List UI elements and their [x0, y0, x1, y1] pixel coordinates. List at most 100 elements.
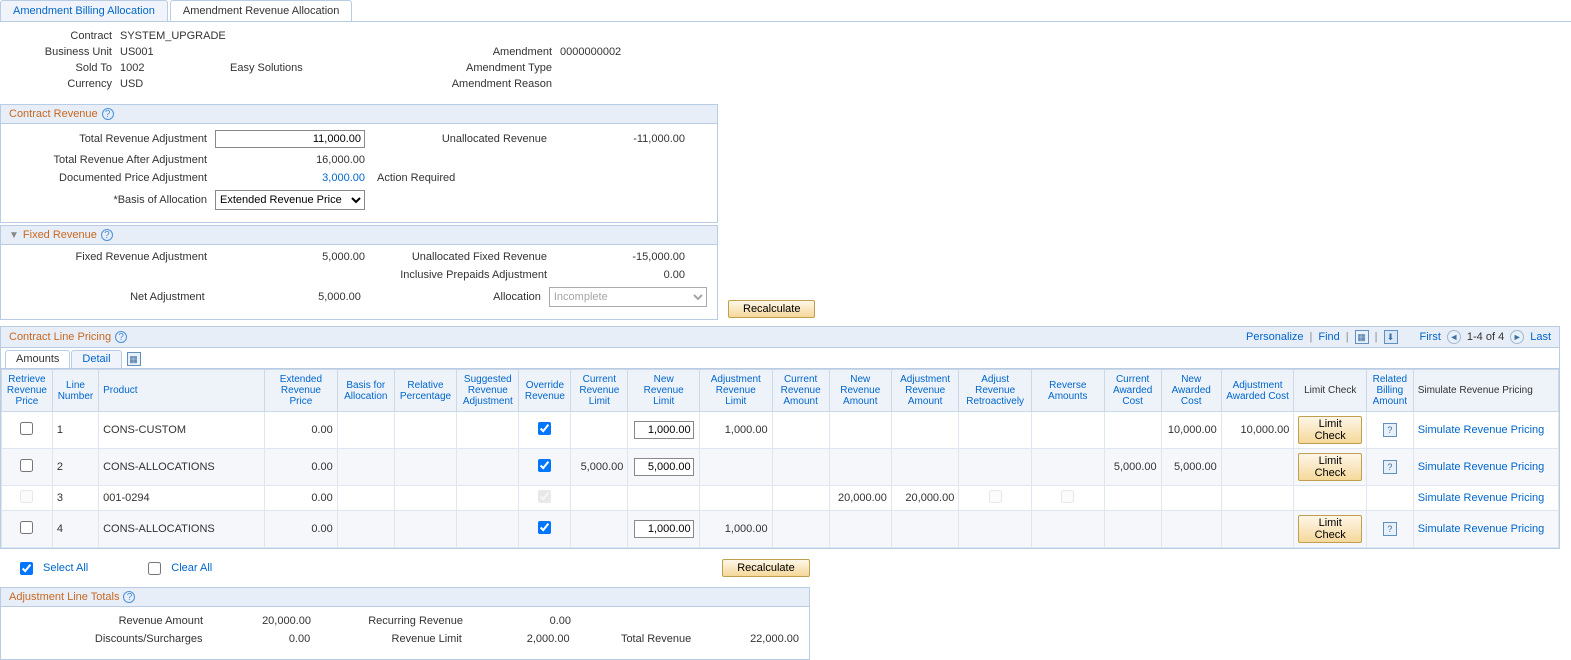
col-new-cost[interactable]: New Awarded Cost — [1172, 374, 1211, 407]
bu-value: US001 — [120, 46, 260, 58]
select-all-checkbox[interactable] — [20, 562, 33, 575]
col-retrieve[interactable]: Retrieve Revenue Price — [7, 374, 47, 407]
new-cost-value: 5,000.00 — [1161, 449, 1221, 486]
prev-icon[interactable]: ◄ — [1447, 330, 1461, 344]
grid-toolbar: Personalize | Find | ▦ | ⬇ First ◄ 1-4 o… — [1246, 330, 1551, 344]
cur-amt-value — [772, 412, 829, 449]
col-cur-limit[interactable]: Current Revenue Limit — [579, 374, 619, 407]
adj-cost-value — [1221, 511, 1294, 548]
clear-all-link[interactable]: Clear All — [171, 562, 212, 574]
new-limit-input[interactable] — [634, 421, 694, 439]
limit-check-button[interactable]: Limit Check — [1298, 453, 1362, 481]
related-billing-icon[interactable]: ? — [1383, 522, 1397, 536]
doc-price-adj-link[interactable]: 3,000.00 — [215, 172, 365, 184]
col-sugg-adj[interactable]: Suggested Revenue Adjustment — [463, 374, 513, 407]
retrieve-checkbox[interactable] — [20, 459, 33, 472]
adj-amt-value — [891, 449, 958, 486]
retrieve-checkbox[interactable] — [20, 422, 33, 435]
contract-line-pricing-section: Contract Line Pricing ? Personalize | Fi… — [0, 326, 1560, 549]
simulate-link[interactable]: Simulate Revenue Pricing — [1418, 523, 1545, 535]
amendment-label: Amendment — [260, 46, 560, 58]
new-amt-value: 20,000.00 — [829, 486, 891, 511]
show-all-cols-icon[interactable]: ▦ — [127, 352, 141, 366]
soldto-name: Easy Solutions — [170, 62, 320, 74]
limit-check-button[interactable]: Limit Check — [1298, 416, 1362, 444]
download-icon[interactable]: ⬇ — [1384, 330, 1398, 344]
new-cost-value — [1161, 511, 1221, 548]
col-new-limit[interactable]: New Revenue Limit — [644, 374, 684, 407]
retrieve-checkbox[interactable] — [20, 521, 33, 534]
help-icon[interactable]: ? — [101, 229, 113, 241]
adj-limit-value — [699, 486, 772, 511]
col-adj-cost[interactable]: Adjustment Awarded Cost — [1226, 380, 1289, 402]
col-retro[interactable]: Adjust Revenue Retroactively — [966, 374, 1024, 407]
subtab-detail[interactable]: Detail — [71, 350, 121, 368]
product-value: 001-0294 — [99, 486, 265, 511]
tab-billing-allocation[interactable]: Amendment Billing Allocation — [0, 0, 168, 21]
simulate-link[interactable]: Simulate Revenue Pricing — [1418, 461, 1545, 473]
adj-amt-value — [891, 511, 958, 548]
adj-cost-value: 10,000.00 — [1221, 412, 1294, 449]
override-checkbox[interactable] — [538, 422, 551, 435]
simulate-link[interactable]: Simulate Revenue Pricing — [1418, 424, 1545, 436]
table-row: 4 CONS-ALLOCATIONS 0.00 1,000.00 Limit C… — [2, 511, 1559, 548]
col-adj-amt[interactable]: Adjustment Revenue Amount — [900, 374, 950, 407]
find-link[interactable]: Find — [1318, 331, 1339, 343]
total-rev-adj-input[interactable] — [215, 130, 365, 148]
amendment-reason-value — [560, 78, 680, 90]
col-reverse[interactable]: Reverse Amounts — [1048, 380, 1087, 402]
col-ext-price[interactable]: Extended Revenue Price — [280, 374, 322, 407]
last-link[interactable]: Last — [1530, 331, 1551, 343]
recalculate-grid-button[interactable]: Recalculate — [722, 559, 809, 577]
help-icon[interactable]: ? — [115, 331, 127, 343]
action-required-text: Action Required — [377, 172, 455, 184]
collapse-icon[interactable]: ▼ — [9, 230, 19, 241]
col-override[interactable]: Override Revenue — [525, 380, 565, 402]
col-rel-pct[interactable]: Relative Percentage — [400, 380, 451, 402]
override-checkbox[interactable] — [538, 459, 551, 472]
view-all-icon[interactable]: ▦ — [1355, 330, 1369, 344]
adj-cost-value — [1221, 449, 1294, 486]
total-rev-label: Total Revenue — [570, 633, 700, 645]
clear-all-checkbox[interactable] — [148, 562, 161, 575]
col-basis[interactable]: Basis for Allocation — [344, 380, 387, 402]
select-all-link[interactable]: Select All — [43, 562, 88, 574]
rev-amt-label: Revenue Amount — [11, 615, 211, 627]
limit-check-button[interactable]: Limit Check — [1298, 515, 1362, 543]
pricing-grid: Retrieve Revenue Price Line Number Produ… — [1, 369, 1559, 548]
col-limit-check: Limit Check — [1304, 385, 1356, 396]
retro-checkbox — [989, 490, 1002, 503]
first-link[interactable]: First — [1420, 331, 1441, 343]
next-icon[interactable]: ► — [1510, 330, 1524, 344]
new-limit-input[interactable] — [634, 458, 694, 476]
reverse-checkbox — [1061, 490, 1074, 503]
basis-select[interactable]: Extended Revenue Price — [215, 190, 365, 210]
related-billing-icon[interactable]: ? — [1383, 423, 1397, 437]
soldto-label: Sold To — [10, 62, 120, 74]
col-cur-cost[interactable]: Current Awarded Cost — [1113, 374, 1152, 407]
subtab-amounts[interactable]: Amounts — [5, 350, 70, 368]
help-icon[interactable]: ? — [123, 591, 135, 603]
retrieve-checkbox — [20, 490, 33, 503]
col-rel-bill[interactable]: Related Billing Amount — [1373, 374, 1407, 407]
doc-price-adj-label: Documented Price Adjustment — [11, 172, 215, 184]
tab-revenue-allocation[interactable]: Amendment Revenue Allocation — [170, 0, 353, 21]
col-adj-limit[interactable]: Adjustment Revenue Limit — [711, 374, 761, 407]
col-product[interactable]: Product — [103, 385, 137, 396]
override-checkbox[interactable] — [538, 521, 551, 534]
rev-limit-value: 2,000.00 — [470, 633, 570, 645]
cur-cost-value: 5,000.00 — [1104, 449, 1161, 486]
new-limit-input[interactable] — [634, 520, 694, 538]
simulate-link[interactable]: Simulate Revenue Pricing — [1418, 492, 1545, 504]
line-number: 2 — [52, 449, 98, 486]
help-icon[interactable]: ? — [102, 108, 114, 120]
col-cur-amt[interactable]: Current Revenue Amount — [781, 374, 821, 407]
recurring-value: 0.00 — [471, 615, 571, 627]
personalize-link[interactable]: Personalize — [1246, 331, 1303, 343]
header-info: Contract SYSTEM_UPGRADE Business Unit US… — [0, 22, 1571, 102]
recalculate-button[interactable]: Recalculate — [728, 300, 815, 318]
col-new-amt[interactable]: New Revenue Amount — [840, 374, 880, 407]
related-billing-icon[interactable]: ? — [1383, 460, 1397, 474]
cur-amt-value — [772, 486, 829, 511]
col-line[interactable]: Line Number — [58, 380, 94, 402]
